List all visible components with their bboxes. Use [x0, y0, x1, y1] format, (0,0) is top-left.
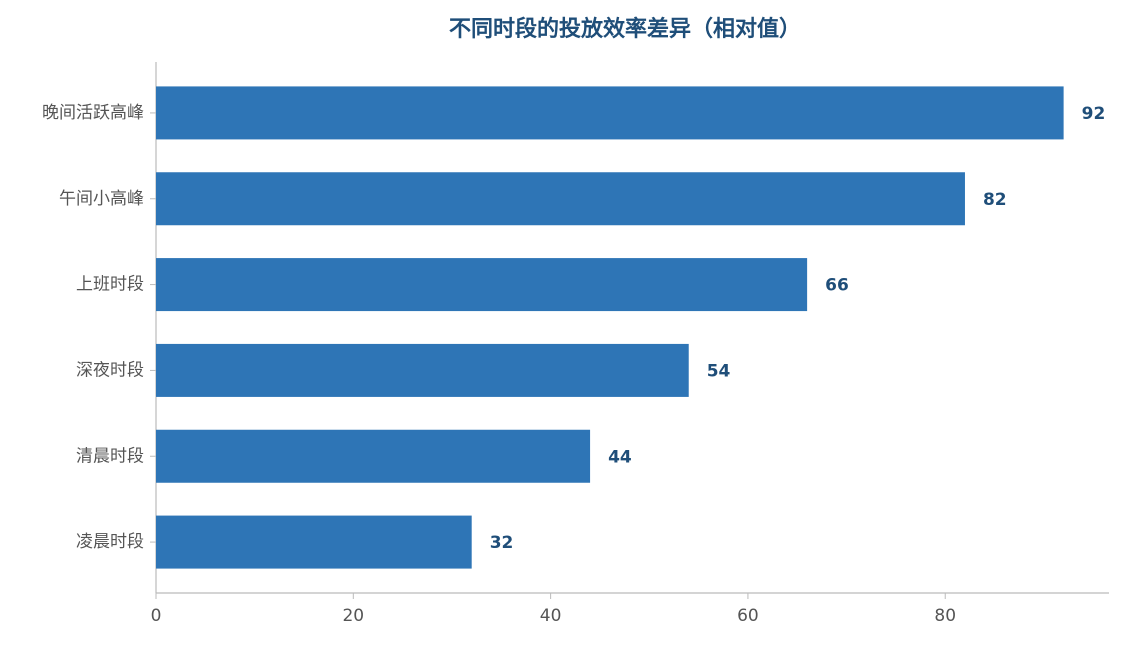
bar: [156, 429, 591, 483]
value-label: 66: [825, 276, 849, 296]
x-tick-label: 40: [540, 606, 562, 626]
y-tick-label: 凌晨时段: [76, 532, 144, 552]
x-tick-label: 80: [934, 606, 956, 626]
y-tick-label: 上班时段: [76, 275, 144, 295]
value-label: 92: [1082, 104, 1106, 124]
chart-title: 不同时段的投放效率差异（相对值）: [449, 16, 801, 42]
value-label: 44: [608, 447, 632, 467]
bar: [156, 515, 472, 569]
x-tick-label: 0: [151, 606, 162, 626]
bar: [156, 172, 965, 226]
value-label: 82: [983, 190, 1007, 210]
bar: [156, 86, 1064, 140]
value-label: 54: [707, 361, 731, 381]
x-tick-label: 20: [342, 606, 364, 626]
y-tick-label: 深夜时段: [76, 360, 144, 380]
x-tick-label: 60: [737, 606, 759, 626]
y-tick-label: 午间小高峰: [59, 189, 144, 209]
value-label: 32: [490, 533, 514, 553]
bar: [156, 258, 808, 312]
y-tick-label: 清晨时段: [76, 446, 144, 466]
y-tick-label: 晚间活跃高峰: [42, 103, 144, 123]
bar: [156, 343, 689, 397]
